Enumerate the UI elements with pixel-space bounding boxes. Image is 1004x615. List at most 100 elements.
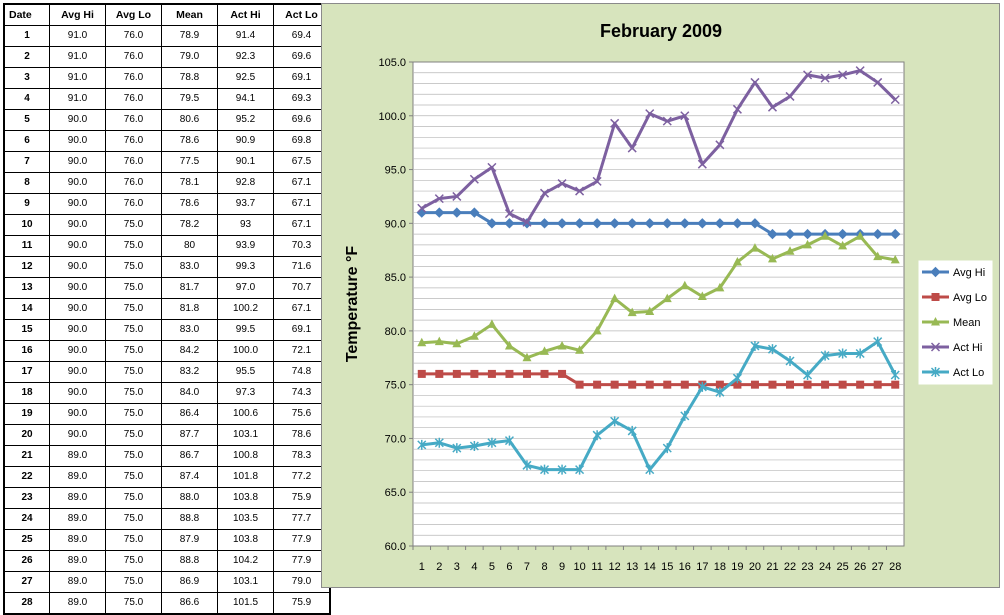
point-avg-hi [504, 218, 515, 229]
x-tick-label: 21 [766, 561, 778, 573]
series-line-avg-lo [421, 372, 896, 387]
table-cell: 90.0 [49, 319, 106, 341]
x-tick-label: 14 [644, 561, 656, 573]
date-cell: 12 [3, 256, 50, 278]
point-act-lo [504, 435, 514, 446]
table-cell: 90.0 [49, 277, 106, 299]
table-cell: 79.0 [161, 46, 218, 68]
table-cell: 76.0 [105, 25, 162, 47]
point-mean [785, 246, 795, 255]
point-act-hi [645, 109, 655, 119]
point-act-hi [557, 179, 567, 189]
table-cell: 89.0 [49, 487, 106, 509]
table-cell: 88.0 [161, 487, 218, 509]
table-cell: 104.2 [217, 550, 274, 572]
x-tick-label: 5 [489, 561, 495, 573]
table-cell: 97.3 [217, 382, 274, 404]
point-avg-hi [767, 228, 778, 240]
point-avg-lo [733, 380, 742, 389]
table-row: 9 90.0 76.0 78.6 93.7 67.1 [3, 193, 331, 215]
point-act-hi [504, 209, 514, 219]
table-row: 13 90.0 75.0 81.7 97.0 70.7 [3, 277, 331, 299]
date-cell: 15 [3, 319, 50, 341]
table-row: 16 90.0 75.0 84.2 100.0 72.1 [3, 340, 331, 362]
point-act-hi [610, 118, 620, 128]
point-act-hi [855, 66, 865, 76]
point-act-lo [539, 464, 550, 475]
series-line-act-hi [421, 69, 897, 224]
point-avg-lo [645, 380, 654, 389]
point-avg-lo [522, 369, 531, 378]
point-act-hi [873, 77, 883, 87]
table-cell: 75.0 [105, 319, 162, 341]
point-mean [452, 338, 462, 348]
table-cell: 87.7 [161, 424, 218, 446]
point-mean [469, 331, 479, 340]
table-cell: 76.0 [105, 151, 162, 173]
y-tick-label: 105.0 [378, 57, 406, 69]
y-axis-label: Temperature °F [344, 246, 361, 363]
x-tick-label: 27 [872, 561, 884, 573]
legend-marker-mean [931, 317, 940, 326]
table-cell: 90.0 [49, 382, 106, 404]
point-avg-lo [768, 380, 777, 389]
table-cell: 76.0 [105, 88, 162, 110]
point-act-hi [732, 104, 742, 114]
table-cell: 77.5 [161, 151, 218, 173]
x-tick-label: 1 [419, 561, 425, 573]
x-tick-label: 10 [573, 561, 585, 573]
table-cell: 89.0 [49, 466, 106, 488]
point-avg-lo [452, 369, 461, 378]
point-avg-hi [802, 228, 813, 240]
table-row: 27 89.0 75.0 86.9 103.1 79.0 [3, 571, 331, 593]
date-cell: 14 [3, 298, 50, 320]
table-cell: 90.0 [49, 130, 106, 152]
point-avg-lo [750, 380, 759, 389]
x-tick-label: 4 [471, 561, 477, 573]
point-avg-lo [838, 380, 847, 389]
table-cell: 75.0 [105, 403, 162, 425]
table-cell: 75.0 [105, 508, 162, 530]
table-cell: 90.0 [49, 256, 106, 278]
table-row: 15 90.0 75.0 83.0 99.5 69.1 [3, 319, 331, 341]
point-act-lo [417, 439, 427, 450]
point-avg-hi [574, 218, 585, 229]
table-cell: 90.0 [49, 340, 106, 362]
table-cell: 92.3 [217, 46, 274, 68]
point-act-lo [767, 344, 778, 355]
point-act-hi [434, 194, 444, 204]
point-act-hi [662, 116, 672, 126]
date-cell: 25 [3, 529, 50, 551]
table-cell: 76.0 [105, 193, 162, 215]
table-cell: 75.0 [105, 235, 162, 257]
point-act-hi [539, 188, 550, 198]
point-act-hi [697, 159, 707, 169]
table-cell: 84.2 [161, 340, 218, 362]
point-mean [803, 239, 813, 249]
column-header-avg-lo: Avg Lo [105, 3, 162, 26]
y-tick-label: 95.0 [385, 165, 406, 177]
point-avg-hi [591, 218, 603, 229]
column-header-mean: Mean [161, 3, 218, 26]
point-act-lo [873, 336, 883, 347]
point-avg-lo [663, 380, 672, 389]
table-cell: 78.6 [161, 193, 218, 215]
x-tick-label: 17 [696, 561, 708, 573]
table-cell: 90.1 [217, 151, 274, 173]
point-act-hi [592, 176, 602, 186]
x-tick-label: 18 [714, 561, 726, 573]
x-tick-label: 12 [609, 561, 621, 573]
legend-label-act-hi: Act Hi [953, 342, 982, 354]
point-mean [575, 345, 585, 354]
point-mean [522, 352, 532, 362]
table-row: 8 90.0 76.0 78.1 92.8 67.1 [3, 172, 331, 194]
chart-area: 60.0 65.0 70.0 75.0 80.0 85.0 90.0 95.0 100.0 105… [321, 3, 1000, 588]
date-cell: 2 [3, 46, 50, 68]
point-mean [434, 336, 444, 346]
table-row: 19 90.0 75.0 86.4 100.6 75.6 [3, 403, 331, 425]
table-cell: 88.8 [161, 550, 218, 572]
table-cell: 89.0 [49, 445, 106, 467]
table-cell: 90.0 [49, 172, 106, 194]
table-cell: 103.8 [217, 529, 274, 551]
point-act-hi [627, 143, 637, 153]
